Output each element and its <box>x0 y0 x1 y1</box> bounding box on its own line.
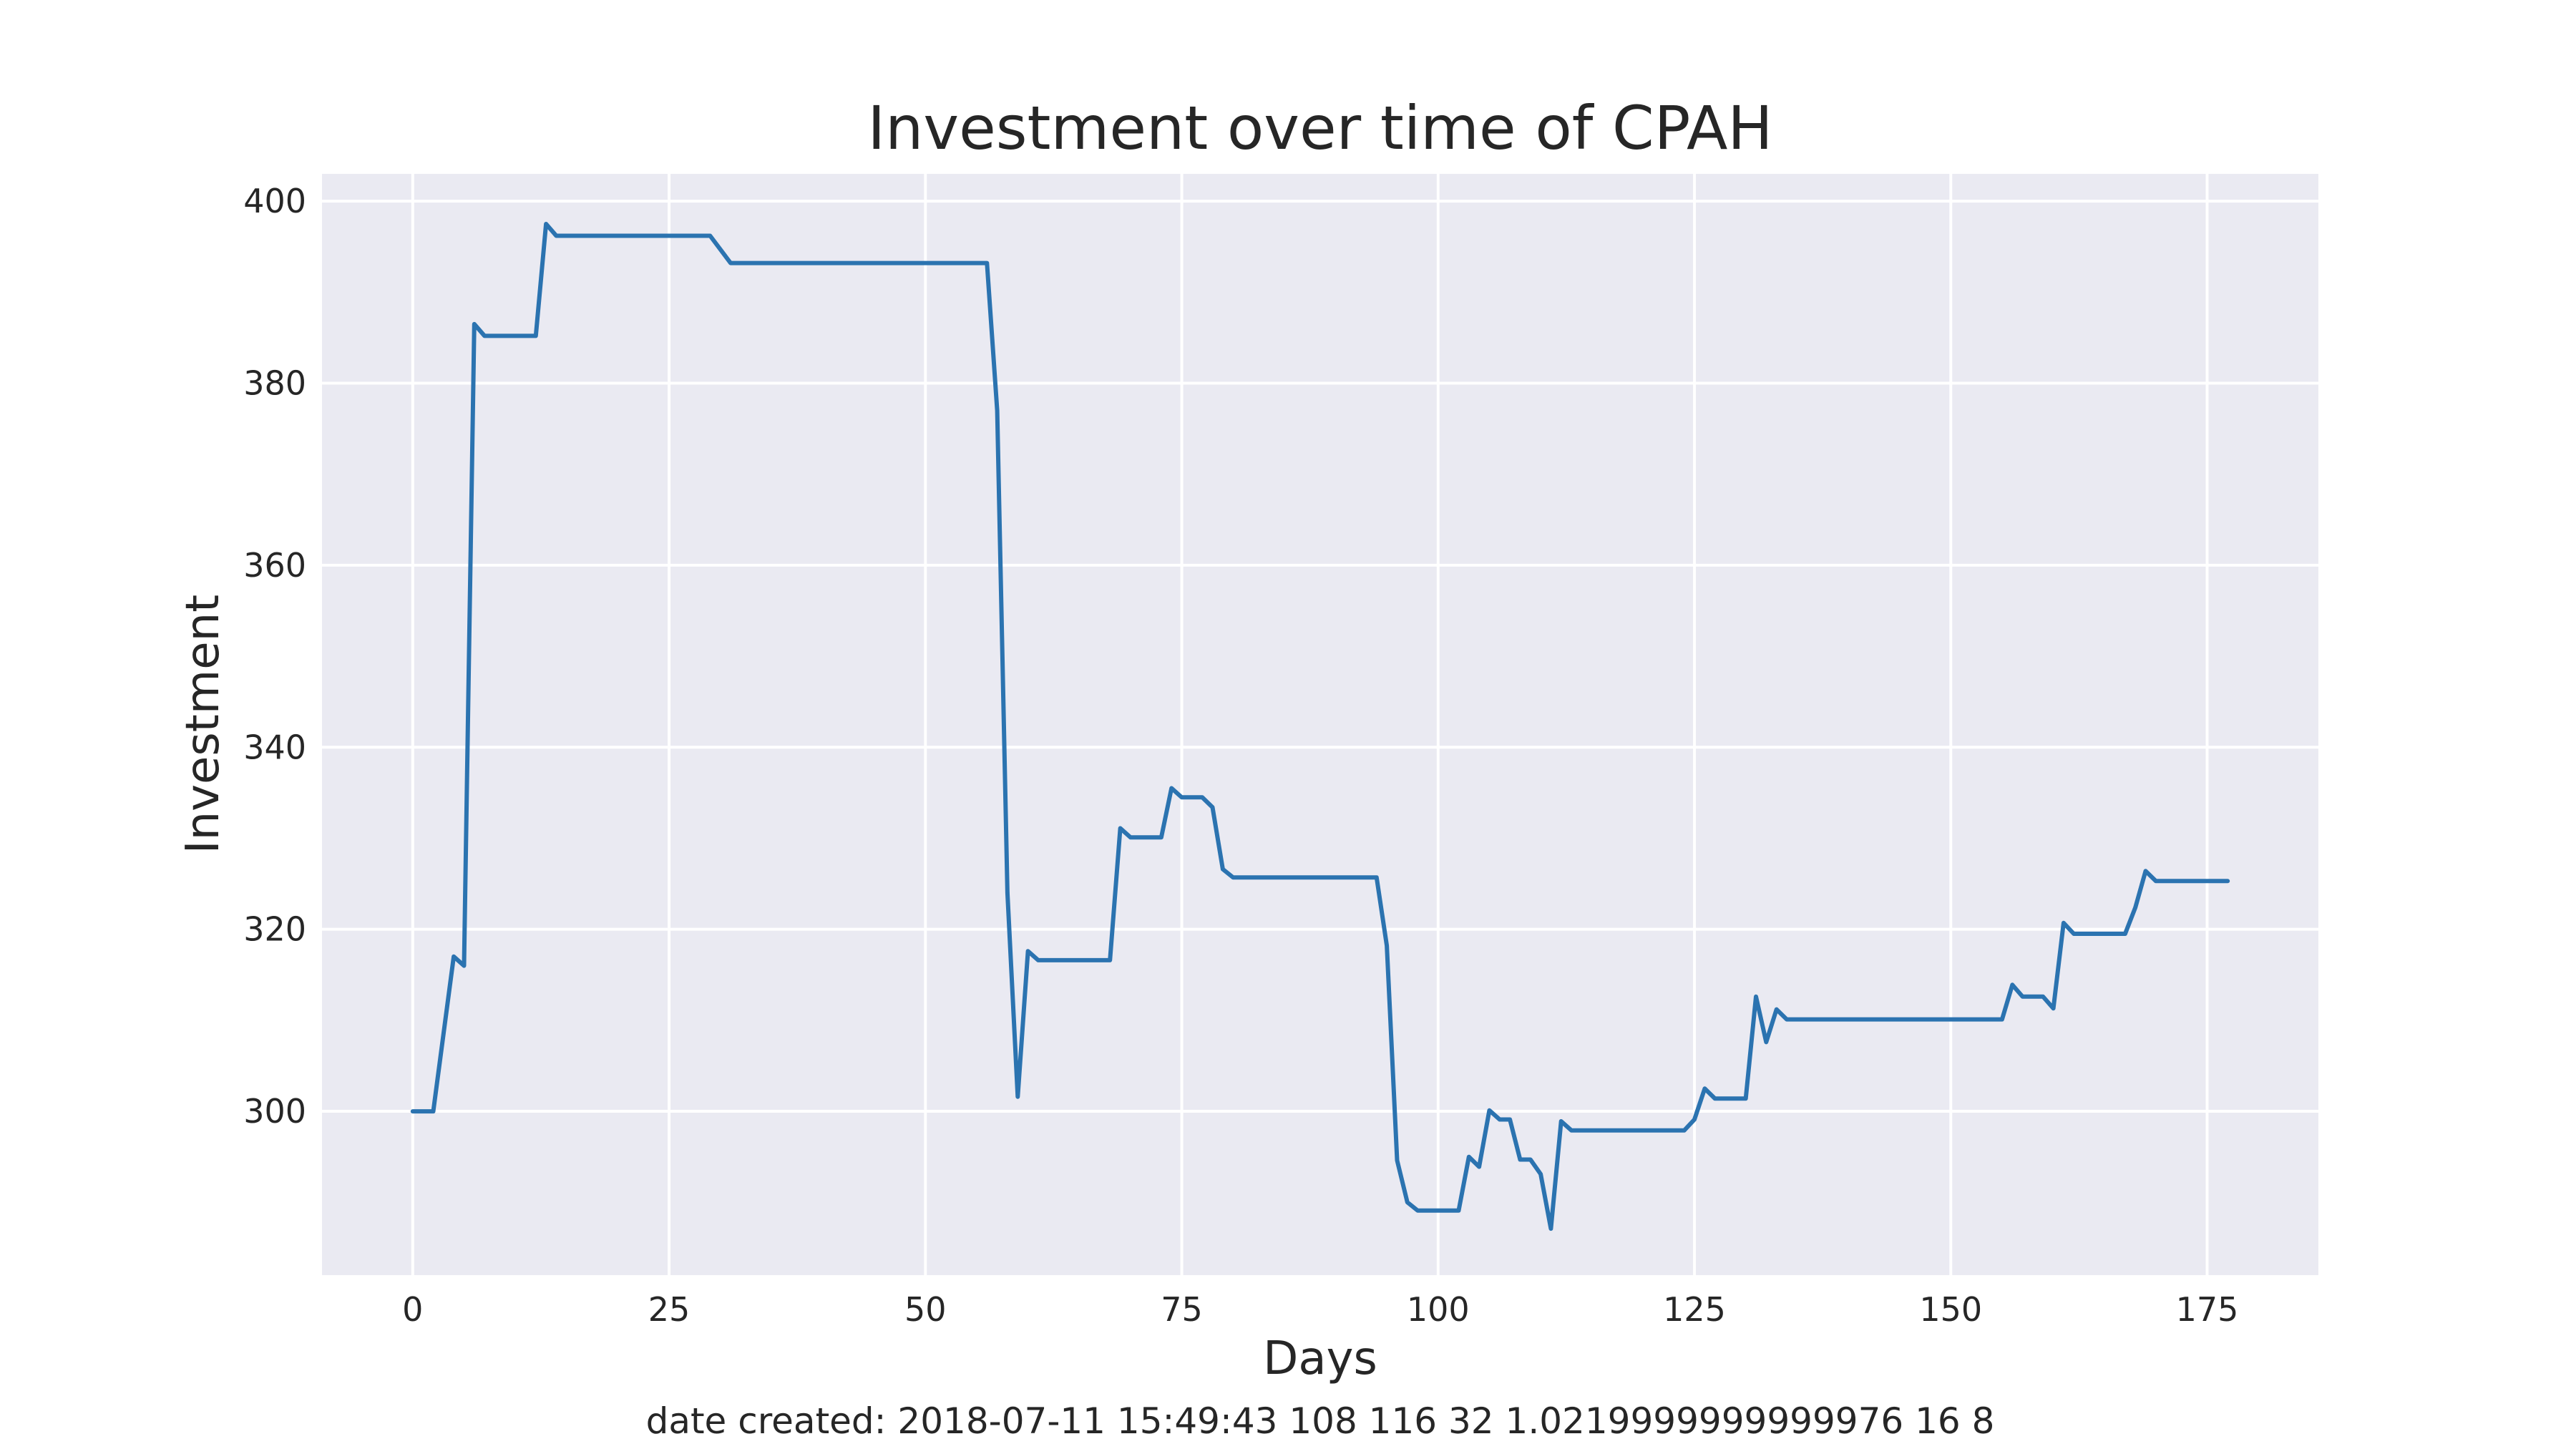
x-tick-label: 75 <box>1161 1290 1203 1329</box>
x-tick-label: 25 <box>648 1290 691 1329</box>
y-axis-label: Investment <box>177 595 230 854</box>
y-tick-label: 380 <box>243 364 306 403</box>
chart-title: Investment over time of CPAH <box>867 93 1772 163</box>
x-tick-label: 50 <box>904 1290 947 1329</box>
y-tick-label: 320 <box>243 910 306 949</box>
x-tick-label: 0 <box>402 1290 423 1329</box>
x-tick-label: 100 <box>1407 1290 1470 1329</box>
y-tick-label: 300 <box>243 1092 306 1131</box>
series-line <box>410 222 2230 1231</box>
series-layer <box>410 222 2230 1231</box>
x-tick-label: 125 <box>1663 1290 1726 1329</box>
y-tick-label: 360 <box>243 546 306 585</box>
grid <box>322 174 2318 1275</box>
y-tick-label: 340 <box>243 728 306 766</box>
footer-note: date created: 2018-07-11 15:49:43 108 11… <box>646 1400 1995 1442</box>
plot-area <box>322 174 2318 1275</box>
x-axis-label: Days <box>1263 1332 1377 1385</box>
y-tick-label: 400 <box>243 182 306 220</box>
x-tick-label: 150 <box>1919 1290 1982 1329</box>
x-tick-label: 175 <box>2176 1290 2239 1329</box>
y-tick-labels: 300 320 340 360 380 400 <box>243 182 306 1131</box>
x-tick-labels: 0 25 50 75 100 125 150 175 <box>402 1290 2238 1329</box>
